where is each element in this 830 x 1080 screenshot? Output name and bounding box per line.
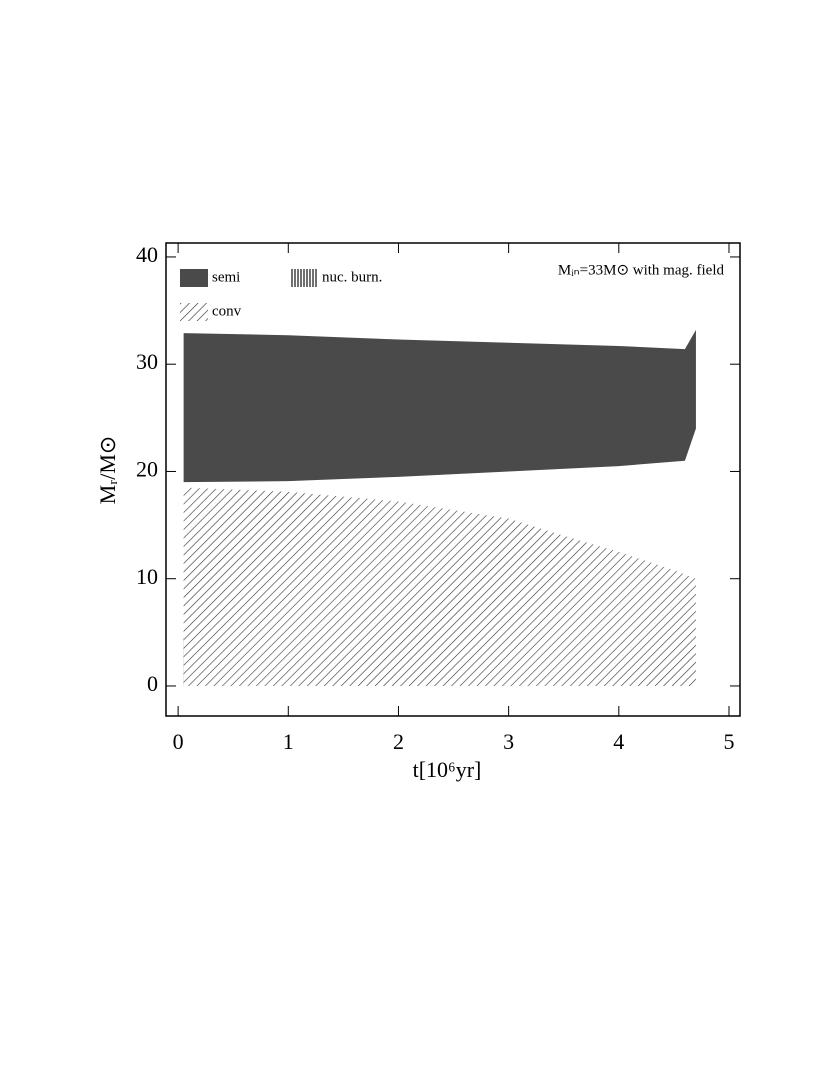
legend-label: conv xyxy=(212,303,242,319)
y-tick-label: 10 xyxy=(136,564,158,589)
legend-label: nuc. burn. xyxy=(322,269,382,285)
x-tick-label: 4 xyxy=(613,729,624,754)
annotation: Mᵢₙ=33M⊙ with mag. field xyxy=(558,262,725,278)
y-tick-label: 0 xyxy=(147,671,158,696)
plot-frame xyxy=(165,242,741,717)
x-tick-label: 2 xyxy=(393,729,404,754)
region xyxy=(183,487,696,686)
x-axis-label: t[10⁶yr] xyxy=(413,757,482,782)
y-tick-label: 30 xyxy=(136,349,158,374)
y-tick-label: 40 xyxy=(136,242,158,267)
x-tick-label: 1 xyxy=(283,729,294,754)
x-tick-label: 0 xyxy=(173,729,184,754)
legend-swatch xyxy=(180,269,208,287)
x-tick-label: 5 xyxy=(723,729,734,754)
x-tick-label: 3 xyxy=(503,729,514,754)
y-axis-label: Mᵣ/M⊙ xyxy=(95,436,120,505)
y-tick-label: 20 xyxy=(136,457,158,482)
legend-swatch xyxy=(290,269,318,287)
legend-label: semi xyxy=(212,269,240,285)
region xyxy=(183,329,696,483)
legend-swatch xyxy=(180,303,208,321)
